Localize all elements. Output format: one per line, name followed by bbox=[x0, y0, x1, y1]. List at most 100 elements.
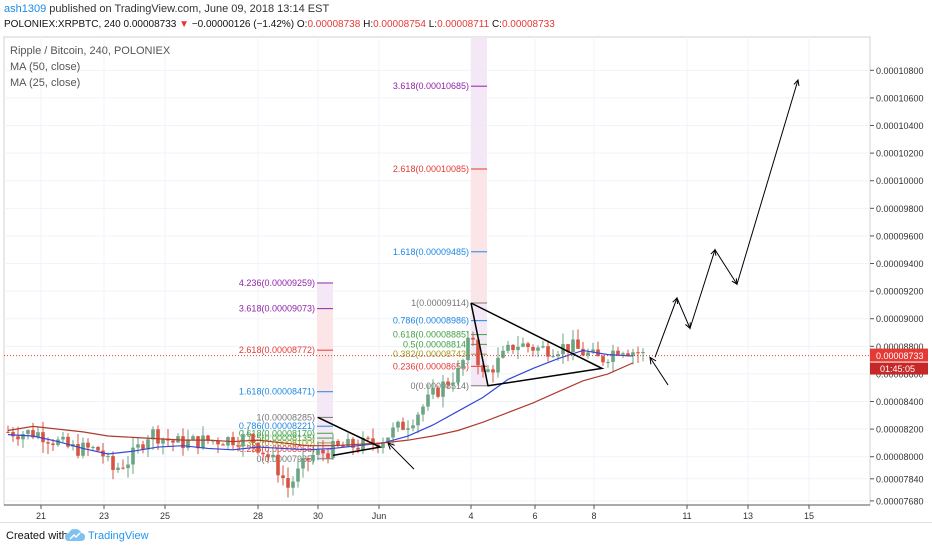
high-label: H: bbox=[363, 19, 374, 30]
fib-level-label: 2.618(0.00010085) bbox=[393, 164, 469, 174]
candle-up bbox=[506, 344, 510, 351]
time-tick-label: 30 bbox=[313, 511, 323, 521]
candle-down bbox=[281, 475, 285, 479]
candle-down bbox=[491, 369, 495, 373]
candle-down bbox=[336, 440, 340, 446]
price-tick-label: 0.00009400 bbox=[876, 259, 924, 269]
price-tick-label: 0.00010400 bbox=[876, 121, 924, 131]
candle-down bbox=[156, 429, 160, 444]
arrow-breakout-2 bbox=[649, 357, 669, 386]
candle-up bbox=[421, 406, 425, 415]
symbol-name: POLONIEX:XRPBTC, 240 bbox=[4, 19, 121, 30]
time-tick-label: 25 bbox=[160, 511, 170, 521]
open-value: 0.00008738 bbox=[307, 19, 361, 30]
fib-level-label: 0.5(0.00008814) bbox=[403, 339, 469, 349]
legend-title: Ripple / Bitcoin, 240, POLONIEX bbox=[10, 45, 171, 57]
candle-down bbox=[51, 443, 55, 445]
fib-level-label: 0(0.00008514) bbox=[410, 381, 469, 391]
projection-arrowhead bbox=[793, 78, 800, 86]
candle-down bbox=[626, 353, 630, 356]
candle-up bbox=[106, 456, 110, 458]
candle-up bbox=[496, 357, 500, 373]
legend-ma25[interactable]: MA (25, close) bbox=[10, 77, 81, 89]
last-price-tag-label: 0.00008733 bbox=[876, 351, 924, 361]
candle-up bbox=[151, 429, 155, 440]
candle-down bbox=[196, 436, 200, 449]
fib-level-label: 3.618(0.00010685) bbox=[393, 81, 469, 91]
chart-area[interactable]: 4.236(0.00009259) 3.618(0.00009073) 2.618(… bbox=[0, 0, 932, 522]
price-tick-label: 0.00008800 bbox=[876, 342, 924, 352]
author-link[interactable]: ash1309 bbox=[4, 3, 47, 15]
candle-up bbox=[56, 439, 60, 445]
tradingview-brand[interactable]: TradingView bbox=[88, 530, 149, 542]
time-tick-label: 4 bbox=[468, 511, 473, 521]
candle-down bbox=[476, 339, 480, 366]
candle-up bbox=[551, 356, 555, 358]
candles bbox=[6, 329, 645, 498]
fib-level-label: 0.786(0.00008986) bbox=[393, 316, 469, 326]
candle-up bbox=[316, 449, 320, 455]
candle-down bbox=[181, 436, 185, 449]
candle-down bbox=[251, 433, 255, 443]
candle-up bbox=[501, 350, 505, 358]
candle-down bbox=[76, 444, 80, 456]
candle-up bbox=[461, 360, 465, 369]
down-arrow-icon: ▼ bbox=[179, 19, 190, 30]
candle-up bbox=[81, 442, 85, 456]
candle-down bbox=[566, 344, 570, 353]
legend-ma50[interactable]: MA (50, close) bbox=[10, 61, 81, 73]
candle-down bbox=[531, 347, 535, 351]
candle-down bbox=[236, 445, 240, 447]
countdown-tag-label: 01:45:05 bbox=[880, 364, 915, 374]
time-tick-label: Jun bbox=[372, 511, 387, 521]
candle-up bbox=[386, 437, 390, 443]
projection-path bbox=[654, 79, 799, 358]
time-tick-label: 13 bbox=[743, 511, 753, 521]
fib-level-label: 1(0.00009114) bbox=[411, 298, 469, 308]
candle-down bbox=[221, 444, 225, 446]
time-tick-label: 6 bbox=[532, 511, 537, 521]
price-tick-label: 0.00010600 bbox=[876, 93, 924, 103]
candle-up bbox=[416, 414, 420, 426]
price-tick-label: 0.00010000 bbox=[876, 176, 924, 186]
fib-level-label: 4.236(0.00009259) bbox=[239, 278, 315, 288]
low-label: L: bbox=[428, 19, 438, 30]
projection-arrowhead bbox=[672, 296, 679, 305]
axes: 0.00010800 0.00010600 0.00010400 0.00010200… bbox=[4, 66, 928, 521]
fib-level-label: 0(0.00007985) bbox=[256, 454, 315, 464]
candle-up bbox=[391, 427, 395, 438]
price-tick-label: 0.00007680 bbox=[876, 496, 924, 506]
candle-down bbox=[16, 436, 20, 440]
price-tick-label: 0.00007840 bbox=[876, 474, 924, 484]
candle-down bbox=[206, 435, 210, 441]
candle-up bbox=[191, 436, 195, 440]
candle-down bbox=[401, 421, 405, 430]
candle-up bbox=[296, 468, 300, 482]
candle-up bbox=[406, 428, 410, 430]
time-tick-label: 8 bbox=[591, 511, 596, 521]
fib-extensions: 4.236(0.00009259) 3.618(0.00009073) 2.618(… bbox=[239, 37, 487, 464]
candle-up bbox=[486, 369, 490, 372]
projection-arrowhead bbox=[685, 322, 691, 330]
candle-up bbox=[521, 343, 525, 347]
candle-up bbox=[606, 361, 610, 363]
candle-up bbox=[571, 339, 575, 353]
price-tick-label: 0.00008000 bbox=[876, 452, 924, 462]
candle-up bbox=[271, 454, 275, 458]
close-label: C: bbox=[491, 19, 502, 30]
candle-up bbox=[611, 350, 615, 362]
candle-up bbox=[331, 440, 335, 459]
arrow-breakout-2-head bbox=[649, 356, 657, 365]
price-tick-label: 0.00010800 bbox=[876, 66, 924, 76]
moving-averages bbox=[7, 349, 634, 455]
price-tick-label: 0.00009600 bbox=[876, 231, 924, 241]
candle-down bbox=[171, 440, 175, 443]
fib-level-label: 1.618(0.00008471) bbox=[239, 387, 315, 397]
ma25-line bbox=[7, 362, 634, 447]
candle-up bbox=[61, 436, 65, 440]
candle-down bbox=[31, 430, 35, 438]
candle-down bbox=[66, 436, 70, 447]
candle-down bbox=[121, 467, 125, 469]
candle-up bbox=[586, 352, 590, 356]
price-tick-label: 0.00010200 bbox=[876, 149, 924, 159]
